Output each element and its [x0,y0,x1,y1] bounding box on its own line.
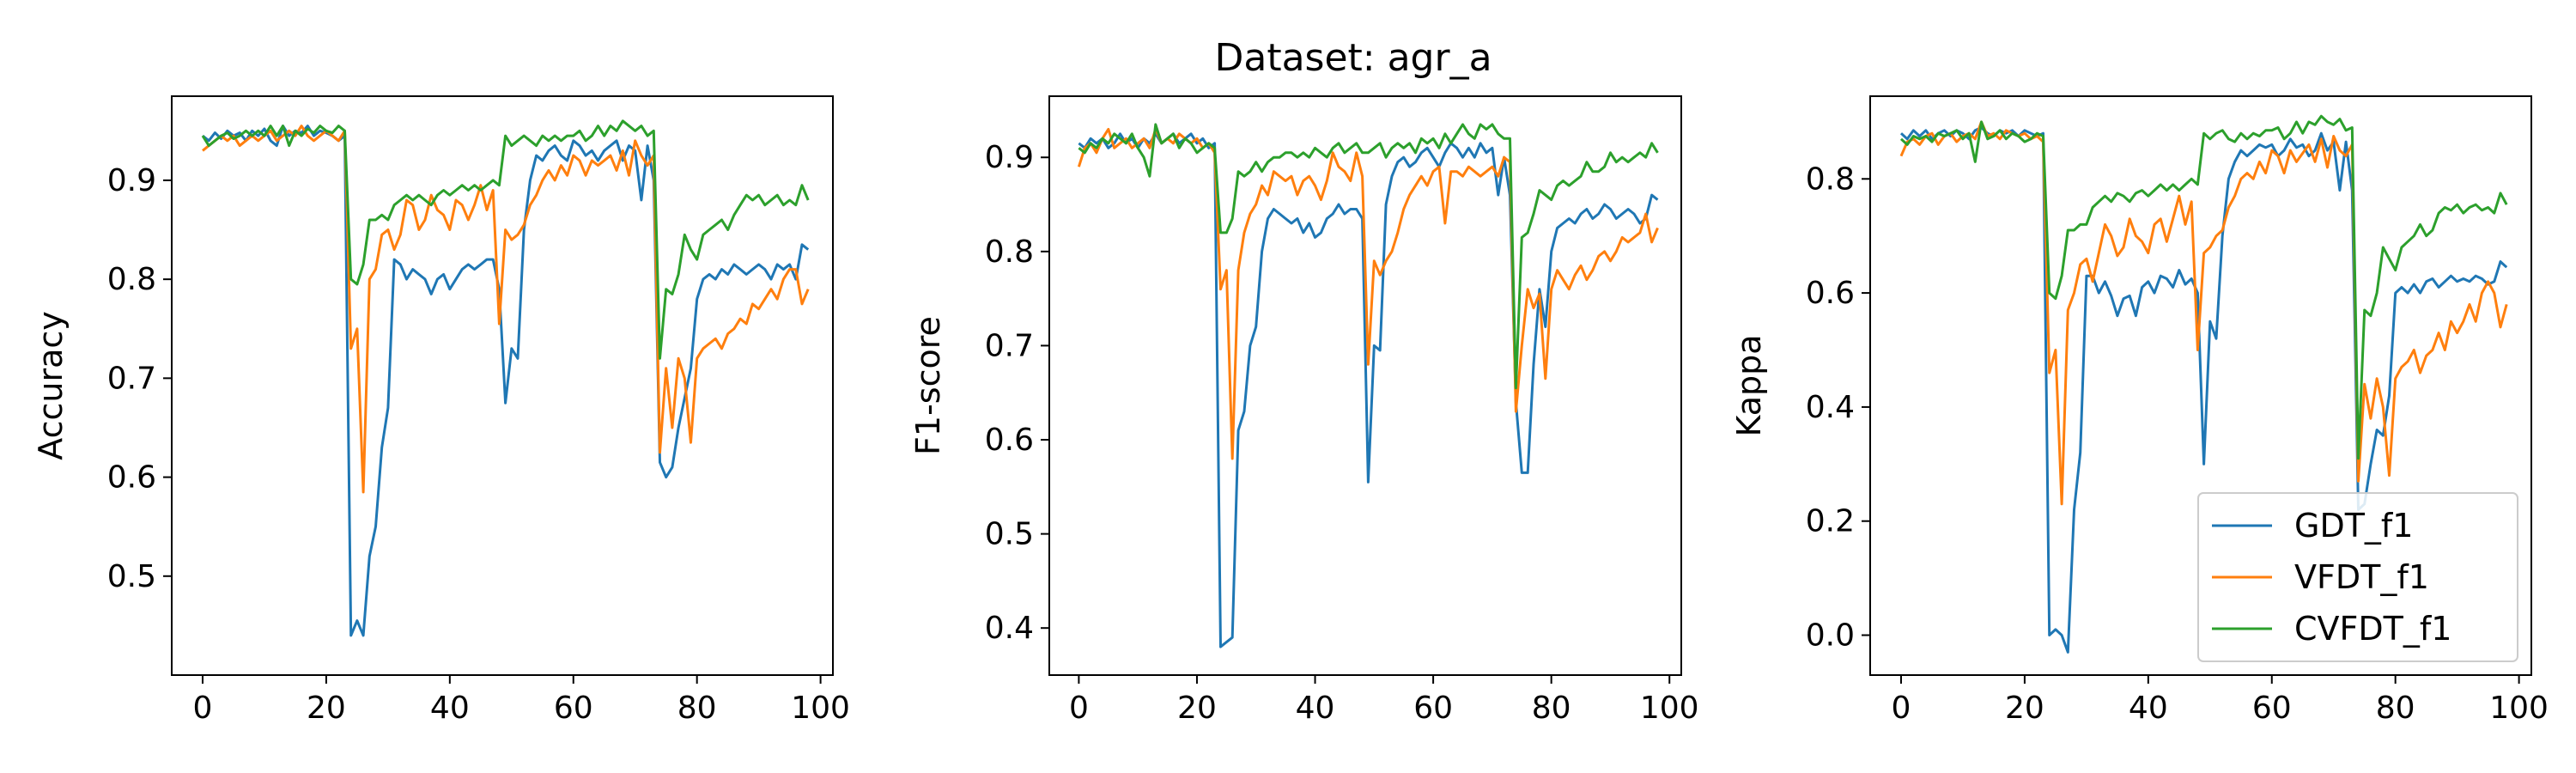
x-tick-label: 40 [2129,691,2168,726]
series-line-VFDT_f1 [1899,120,2508,506]
series-line-VFDT_f1 [202,125,810,494]
axes-frame [1048,95,1682,676]
y-axis-label: F1-score [909,316,947,455]
y-tick-label: 0.0 [1806,618,1855,654]
series-line-GDT_f1 [1078,132,1659,648]
x-tick-label: 80 [1532,691,1571,726]
x-tick-label: 60 [554,691,593,726]
x-tick-label: 0 [1069,691,1089,726]
x-tick-label: 80 [2376,691,2415,726]
series-line-VFDT_f1 [1077,127,1659,460]
y-tick-label: 0.5 [985,517,1034,552]
y-tick-label: 0.6 [107,460,156,496]
x-tick-label: 100 [2489,691,2549,726]
series-line-CVFDT_f1 [201,119,810,360]
axes-frame [171,95,834,676]
legend: GDT_f1 VFDT_f1 CVFDT_f1 [2197,492,2518,662]
y-tick-label: 0.7 [107,361,156,396]
x-tick-label: 20 [2005,691,2044,726]
subplots: 0 20 40 60 80 100 0.5 0.6 0.7 0.8 0.9 Accuracy 0 20 40… [32,95,2549,726]
x-tick-label: 0 [1892,691,1911,726]
legend-label-CVFDT_f1: CVFDT_f1 [2294,610,2451,648]
legend-box [2197,492,2518,662]
x-tick-label: 20 [307,691,346,726]
axes-frame [1869,95,2532,676]
y-tick-label: 0.8 [985,234,1034,270]
x-tick-label: 60 [2252,691,2292,726]
y-tick-label: 0.4 [1806,390,1855,425]
x-tick-label: 80 [677,691,717,726]
legend-label-GDT_f1: GDT_f1 [2294,507,2413,545]
series-line-CVFDT_f1 [1078,123,1659,390]
y-tick-label: 0.4 [985,611,1034,646]
y-tick-label: 0.5 [107,559,156,594]
figure-title: Dataset: agr_a [1214,36,1492,80]
y-tick-label: 0.6 [1806,276,1855,311]
x-tick-label: 0 [193,691,213,726]
x-tick-label: 100 [791,691,850,726]
x-tick-label: 40 [1296,691,1335,726]
subplot-1: 0 20 40 60 80 100 0.5 0.6 0.7 0.8 0.9 Accuracy [32,95,850,726]
y-tick-label: 0.9 [985,140,1034,175]
x-tick-label: 40 [430,691,470,726]
y-axis-label: Accuracy [32,311,70,460]
y-tick-label: 0.7 [985,328,1034,363]
y-tick-label: 0.2 [1806,504,1855,539]
series-line-CVFDT_f1 [1899,114,2508,460]
subplot-3: 0 20 40 60 80 100 0.0 0.2 0.4 0.6 0.8 Kappa GDT_f1 VF… [1730,95,2549,726]
x-tick-label: 100 [1640,691,1699,726]
y-tick-label: 0.6 [985,423,1034,458]
y-axis-label: Kappa [1730,334,1768,436]
series-line-GDT_f1 [202,125,810,637]
y-tick-label: 0.9 [107,163,156,198]
x-tick-label: 20 [1177,691,1217,726]
y-tick-label: 0.8 [1806,161,1855,197]
subplot-2: 0 20 40 60 80 100 0.4 0.5 0.6 0.7 0.8 0.9 F1-score [909,95,1699,726]
x-tick-label: 60 [1413,691,1453,726]
y-tick-label: 0.8 [107,262,156,297]
legend-label-VFDT_f1: VFDT_f1 [2294,558,2429,596]
